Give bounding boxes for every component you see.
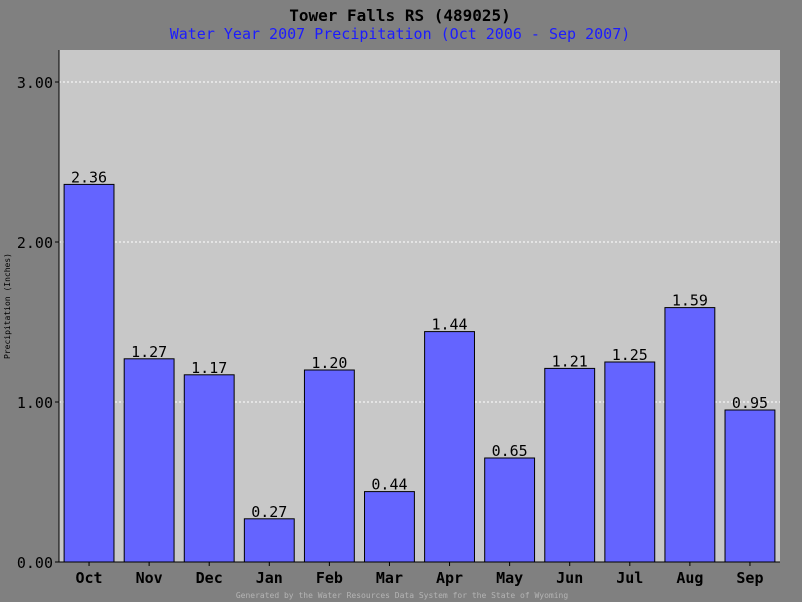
bar-value-label: 0.27 [251,503,287,521]
x-tick-label: Jul [616,569,643,587]
y-tick-label: 3.00 [17,74,53,92]
bar-value-label: 1.20 [311,354,347,372]
x-tick-label: Mar [376,569,403,587]
value-labels: 2.36 1.27 1.17 0.27 1.20 0.44 1.44 0.65 1.21 1.25… [71,168,768,520]
x-tick-labels: Oct Nov Dec Jan Feb Mar Apr May Jun Jul Aug Sep [75,562,764,587]
y-tick-label: 1.00 [17,394,53,412]
x-tick-label: Aug [676,569,703,587]
bar-value-label: 1.25 [612,346,648,364]
bar-value-label: 1.27 [131,343,167,361]
bar [63,183,115,563]
x-tick-label: Jun [556,569,583,587]
x-tick-label: Apr [436,569,463,587]
x-tick-label: Feb [316,569,343,587]
bar [243,518,295,563]
bar [303,369,355,563]
bar-value-label: 2.36 [71,168,107,186]
bar-value-label: 0.44 [371,476,407,494]
bar-value-label: 0.95 [732,394,768,412]
bar-value-label: 1.44 [431,316,467,334]
bar-value-label: 1.59 [672,292,708,310]
y-tick-label: 2.00 [17,234,53,252]
bar [664,307,716,563]
x-tick-label: Oct [75,569,102,587]
bar [424,331,475,563]
y-tick-label: 0.00 [17,554,53,572]
bar-value-label: 1.17 [191,359,227,377]
chart-title: Tower Falls RS (489025) [289,6,511,25]
bar [123,358,175,563]
bar [484,457,536,563]
bar-value-label: 0.65 [492,442,528,460]
x-tick-label: Dec [196,569,223,587]
footer-credit: Generated by the Water Resources Data Sy… [236,591,569,600]
bar-value-label: 1.21 [552,352,588,370]
plot-area [59,50,780,562]
bar [183,374,235,563]
x-tick-label: Jan [256,569,283,587]
y-tick-labels: 0.00 1.00 2.00 3.00 [17,74,59,572]
chart-subtitle: Water Year 2007 Precipitation (Oct 2006 … [170,25,631,43]
bars [63,183,776,563]
bar [604,361,656,563]
bar [724,409,776,563]
y-axis-label: Precipitation (Inches) [3,253,12,359]
x-tick-label: Nov [136,569,163,587]
x-tick-label: Sep [736,569,763,587]
bar [364,491,415,563]
grid-lines [59,81,780,403]
x-tick-label: May [496,569,523,587]
bar [544,367,596,563]
